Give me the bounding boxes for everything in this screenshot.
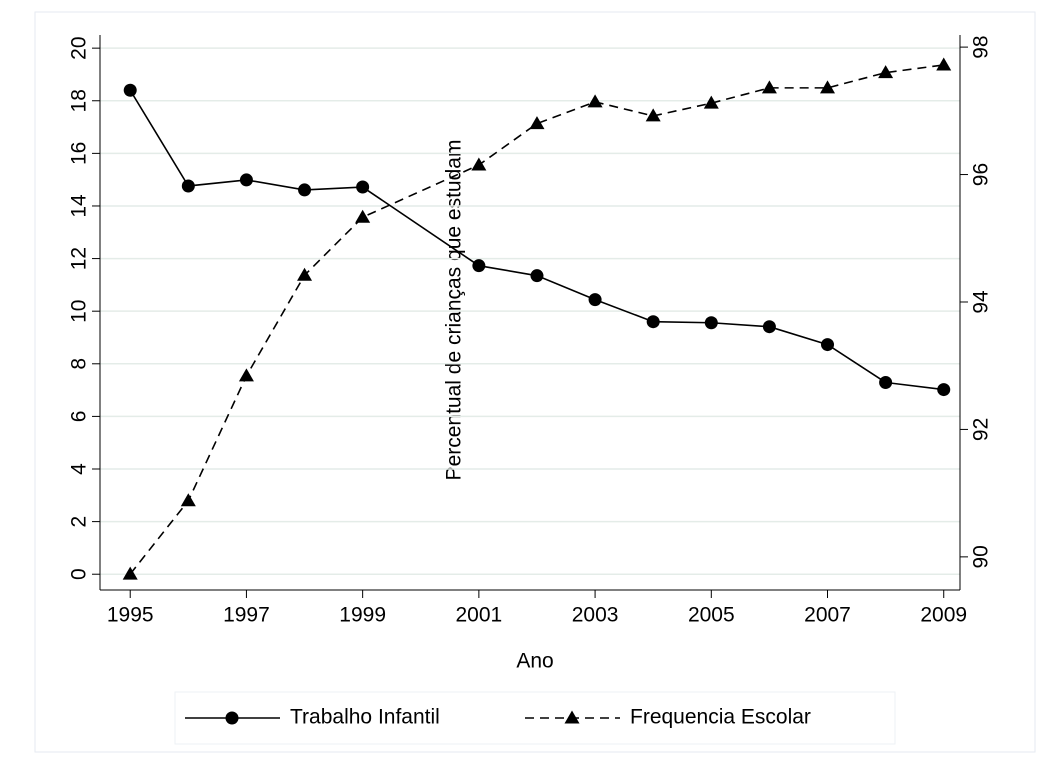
y-tick-label: 12 — [68, 247, 91, 270]
point — [588, 293, 602, 307]
y-tick-label: 10 — [68, 300, 91, 323]
y2-axis-title: Percentual de crianças que estudam — [443, 140, 466, 481]
legend-marker — [564, 710, 580, 724]
point — [239, 173, 253, 187]
frame — [34, 11, 1036, 753]
point — [123, 83, 137, 97]
point — [937, 383, 951, 397]
y-tick-label: 14 — [68, 194, 91, 218]
point — [936, 57, 952, 71]
point — [238, 368, 254, 382]
point — [645, 108, 661, 122]
point — [703, 95, 719, 109]
x-tick-label: 2009 — [920, 604, 967, 627]
point — [529, 116, 545, 130]
legend-label: Frequencia Escolar — [630, 706, 811, 729]
point — [761, 80, 777, 94]
point — [878, 65, 894, 79]
point — [356, 180, 370, 194]
point — [821, 338, 835, 352]
point — [298, 183, 312, 197]
point — [646, 315, 660, 329]
x-tick-label: 1999 — [339, 604, 386, 627]
point — [704, 316, 718, 330]
point — [471, 157, 487, 171]
x-tick-label: 2005 — [688, 604, 735, 627]
y-tick-label: 18 — [68, 89, 91, 112]
point — [587, 94, 603, 108]
point — [181, 179, 195, 193]
point — [355, 209, 371, 223]
y-tick-label: 16 — [68, 142, 91, 165]
x-tick-label: 2001 — [456, 604, 503, 627]
series-line — [129, 64, 944, 575]
y2-tick-label: 94 — [970, 290, 993, 314]
x-axis-title: Ano — [516, 650, 553, 673]
y-tick-label: 4 — [68, 463, 91, 475]
y2-tick-label: 96 — [970, 163, 993, 186]
point — [820, 80, 836, 94]
point — [530, 269, 544, 283]
x-tick-label: 2007 — [804, 604, 851, 627]
point — [297, 267, 313, 281]
y-tick-label: 20 — [68, 36, 91, 59]
y2-tick-label: 90 — [970, 545, 993, 568]
y-tick-label: 0 — [68, 568, 91, 580]
x-tick-label: 2003 — [572, 604, 619, 627]
x-tick-label: 1997 — [223, 604, 270, 627]
x-tick-label: 1995 — [107, 604, 154, 627]
point — [879, 375, 893, 389]
legend-marker — [225, 711, 239, 725]
point — [472, 259, 486, 273]
y-tick-label: 8 — [68, 358, 91, 370]
y2-tick-label: 98 — [970, 35, 993, 58]
point — [180, 493, 196, 507]
y-tick-label: 6 — [68, 411, 91, 423]
y-tick-label: 2 — [68, 516, 91, 528]
point — [762, 320, 776, 334]
y2-tick-label: 92 — [970, 418, 993, 441]
legend-box — [174, 691, 896, 745]
point — [122, 566, 138, 580]
legend-label: Trabalho Infantil — [290, 706, 440, 729]
series-line — [129, 89, 944, 391]
